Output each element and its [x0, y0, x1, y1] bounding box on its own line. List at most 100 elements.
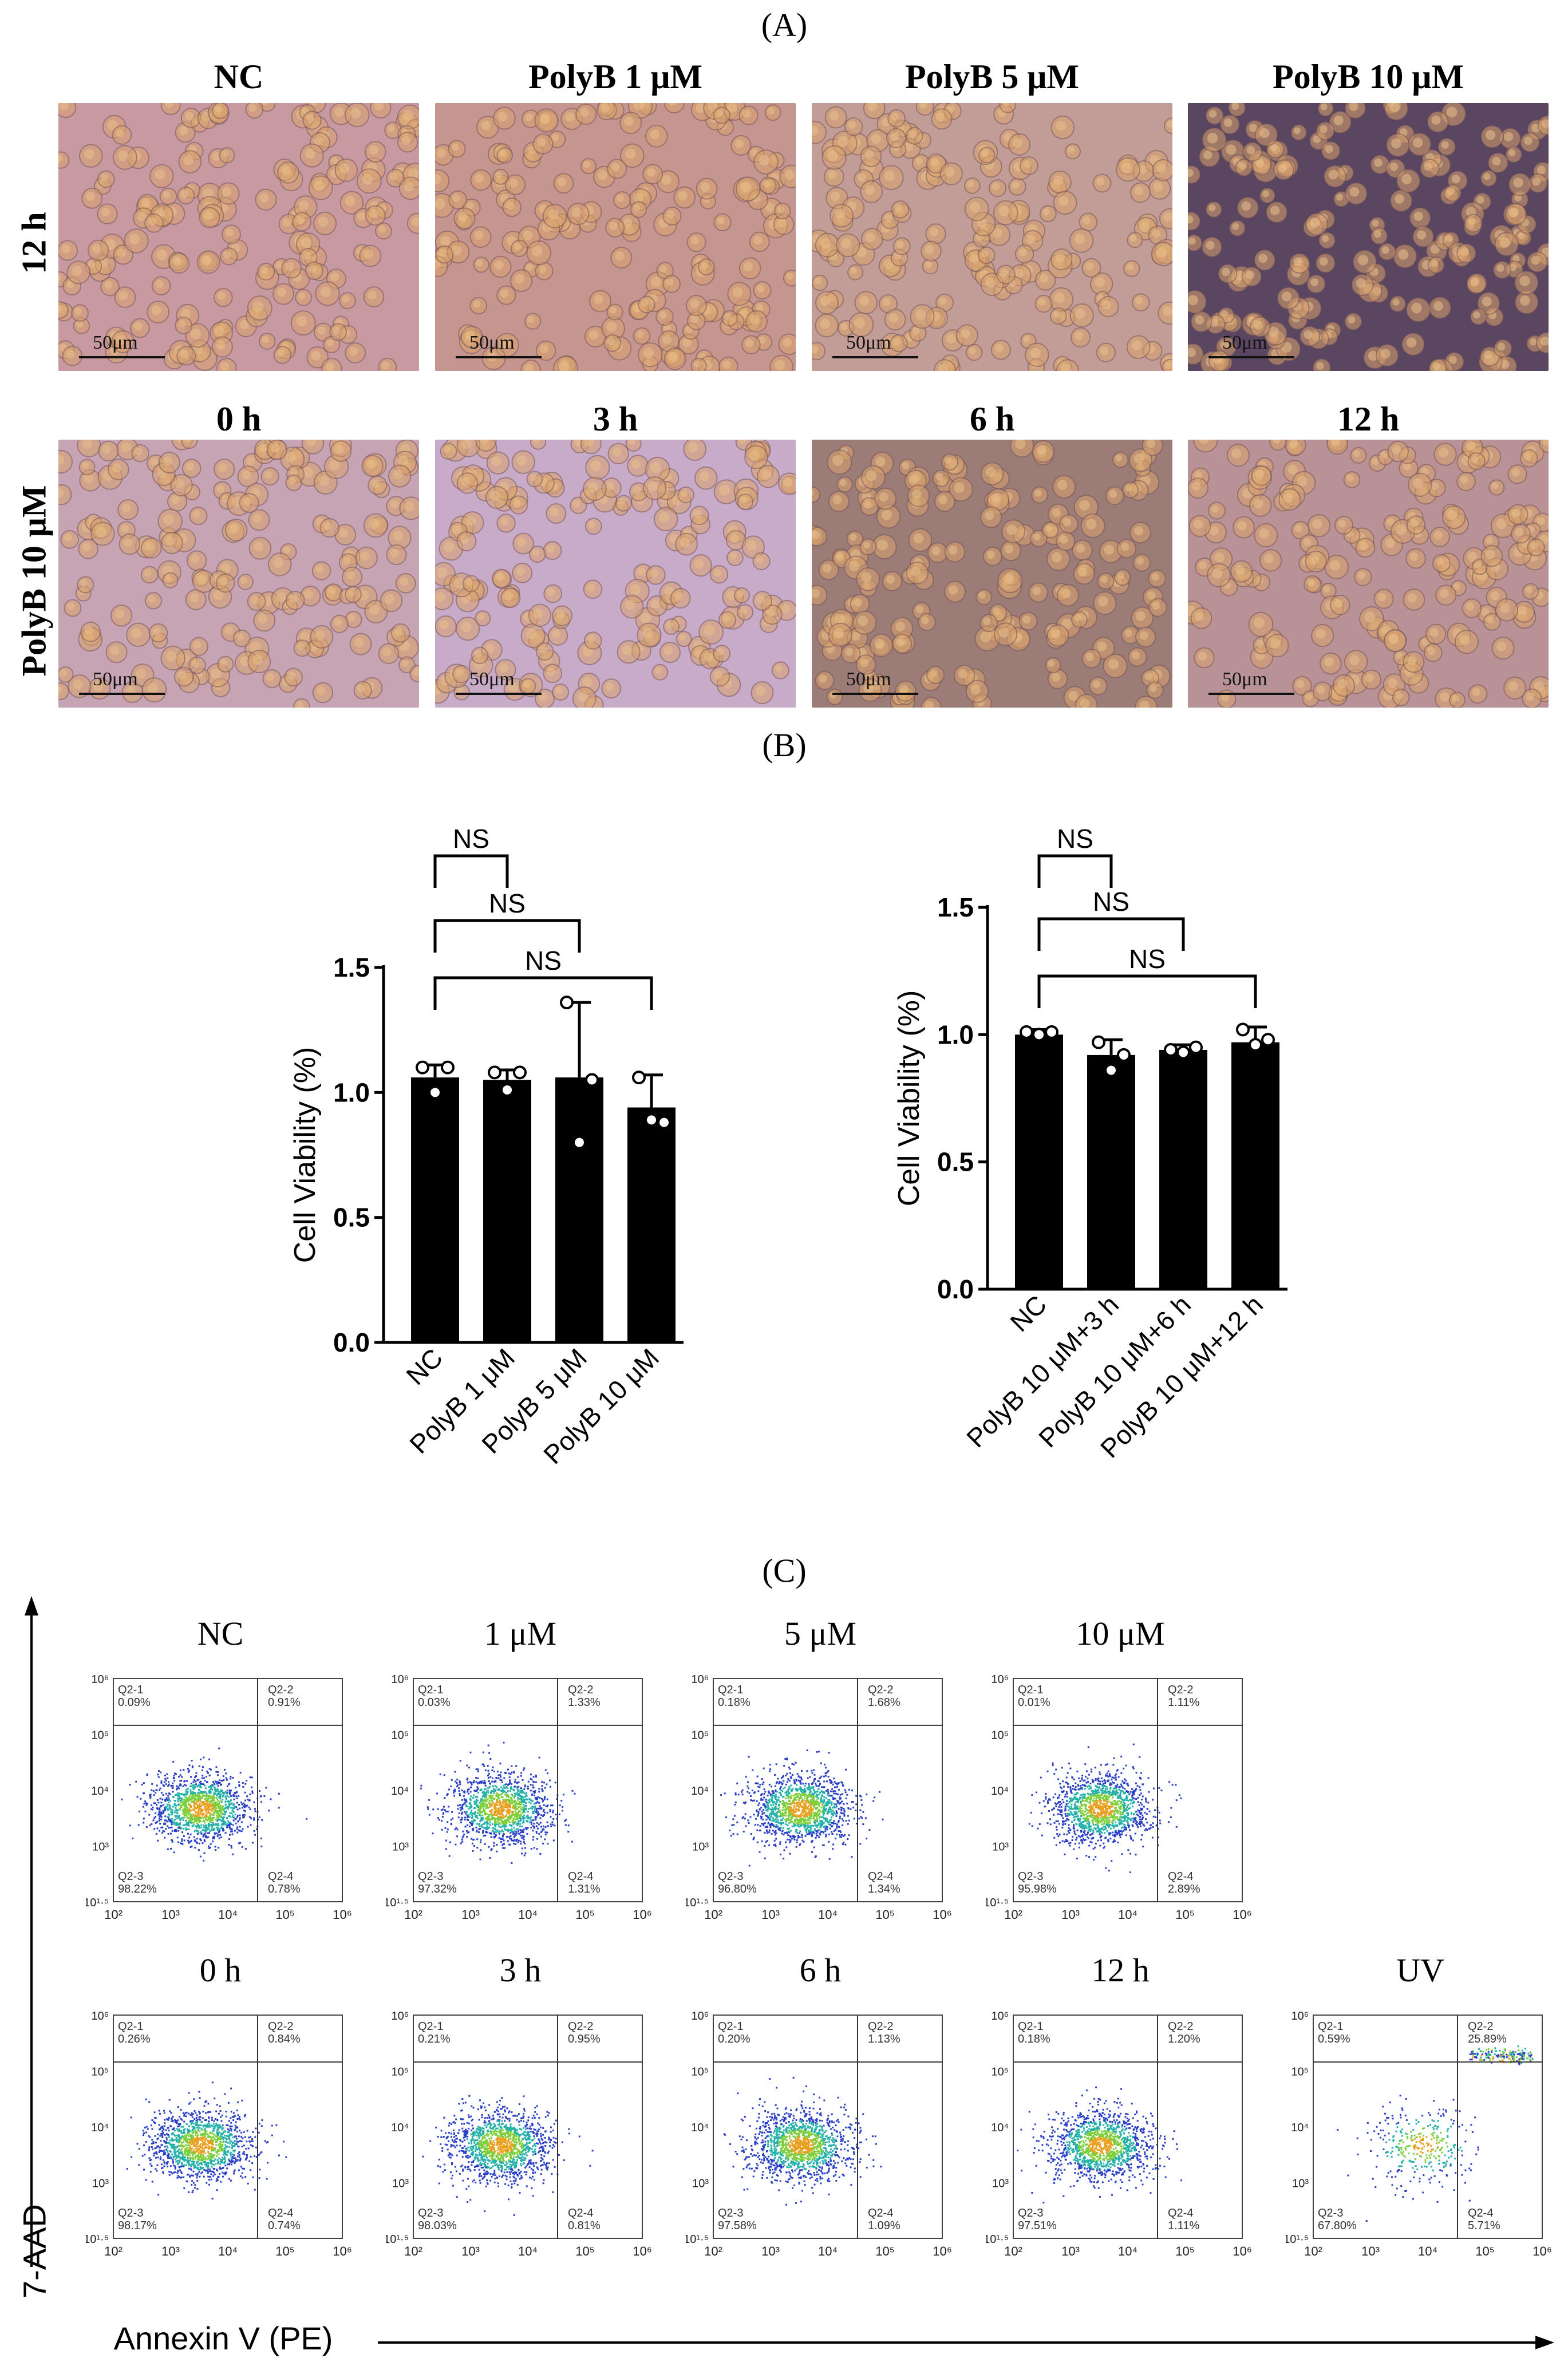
cell-nucleus — [858, 615, 868, 626]
event-dot — [202, 1769, 204, 1771]
event-dot — [238, 1781, 240, 1783]
cell-nucleus — [587, 482, 598, 492]
event-dot — [542, 1815, 544, 1817]
event-dot — [458, 1790, 460, 1792]
event-dot — [158, 1820, 160, 1822]
event-dot — [219, 1806, 222, 1808]
event-dot — [203, 1806, 206, 1808]
event-dot — [504, 1828, 506, 1830]
event-dot — [188, 1803, 190, 1805]
event-dot — [187, 1768, 189, 1770]
cell-nucleus — [912, 327, 920, 335]
event-dot — [518, 1839, 520, 1842]
event-dot — [181, 1842, 183, 1844]
event-dot — [509, 1779, 511, 1782]
cell-nucleus — [1519, 295, 1530, 306]
event-dot — [182, 1819, 184, 1821]
event-dot — [161, 1826, 164, 1828]
event-dot — [189, 1819, 191, 1822]
event-dot — [204, 1832, 207, 1835]
cell-nucleus — [129, 234, 140, 245]
event-dot — [199, 1804, 202, 1807]
event-dot — [235, 1806, 238, 1808]
cell-nucleus — [823, 563, 832, 573]
event-dot — [188, 1824, 190, 1827]
event-dot — [524, 1798, 527, 1800]
cell-nucleus — [1195, 611, 1204, 621]
event-dot — [219, 1782, 221, 1784]
event-dot — [208, 1758, 211, 1760]
event-dot — [204, 1784, 206, 1787]
event-dot — [511, 1825, 513, 1827]
cell-nucleus — [369, 209, 378, 219]
event-dot — [151, 1783, 153, 1785]
cell-nucleus — [1431, 482, 1439, 491]
event-dot — [486, 1821, 488, 1823]
cell-nucleus — [861, 572, 872, 583]
cell-nucleus — [701, 261, 709, 269]
cell-nucleus — [1518, 232, 1526, 240]
cell-nucleus — [252, 301, 264, 312]
cell-nucleus — [571, 207, 582, 217]
event-dot — [236, 1831, 239, 1834]
event-dot — [479, 1802, 481, 1804]
event-dot — [249, 1793, 251, 1795]
cell-nucleus — [475, 173, 484, 183]
event-dot — [215, 1849, 217, 1851]
event-dot — [191, 1810, 193, 1812]
event-dot — [167, 1816, 169, 1818]
cell-nucleus — [202, 255, 212, 266]
event-dot — [487, 1765, 489, 1767]
cell-nucleus — [253, 542, 263, 552]
cell-nucleus — [895, 622, 905, 631]
event-dot — [516, 1823, 519, 1826]
event-dot — [202, 1814, 204, 1816]
cell-nucleus — [1085, 519, 1097, 530]
cell-nucleus — [1270, 638, 1281, 649]
event-dot — [489, 1776, 492, 1778]
event-dot — [214, 1783, 216, 1786]
event-dot — [188, 1769, 191, 1772]
event-dot — [507, 1799, 509, 1801]
event-dot — [164, 1836, 166, 1839]
event-dot — [261, 1819, 263, 1821]
cell-nucleus — [251, 595, 259, 604]
cell-nucleus — [1214, 552, 1225, 563]
event-dot — [225, 1777, 227, 1779]
event-dot — [186, 1799, 188, 1802]
event-dot — [507, 1808, 509, 1811]
event-dot — [522, 1812, 524, 1814]
event-dot — [173, 1821, 175, 1823]
event-dot — [195, 1798, 197, 1800]
cell-nucleus — [777, 206, 784, 213]
event-dot — [242, 1807, 244, 1809]
event-dot — [185, 1803, 187, 1806]
cell-nucleus — [180, 350, 189, 358]
event-dot — [467, 1824, 469, 1826]
event-dot — [497, 1810, 500, 1812]
cell-nucleus — [594, 294, 604, 305]
event-dot — [160, 1816, 163, 1818]
event-dot — [170, 1808, 172, 1810]
cell-nucleus — [1423, 162, 1432, 171]
event-dot — [181, 1804, 184, 1806]
event-dot — [244, 1783, 247, 1785]
cell-nucleus — [765, 202, 775, 212]
cell-nucleus — [1126, 263, 1133, 271]
cell-nucleus — [533, 440, 540, 444]
event-dot — [204, 1798, 206, 1800]
cell-nucleus — [1258, 254, 1268, 263]
event-dot — [488, 1752, 491, 1754]
event-dot — [162, 1794, 164, 1796]
cell-nucleus — [1349, 655, 1360, 665]
event-dot — [226, 1817, 228, 1819]
cell-nucleus — [289, 594, 298, 603]
cell-nucleus — [1353, 450, 1361, 457]
event-dot — [193, 1785, 196, 1787]
cell-nucleus — [992, 228, 1002, 238]
event-dot — [144, 1800, 147, 1803]
event-dot — [223, 1816, 225, 1818]
cell-nucleus — [155, 169, 165, 180]
event-dot — [164, 1815, 167, 1818]
event-dot — [189, 1846, 192, 1848]
